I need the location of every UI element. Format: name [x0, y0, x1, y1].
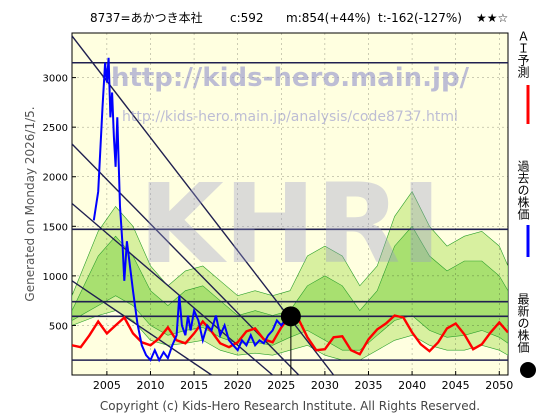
watermark-url: http://kids-hero.main.jp/ [111, 63, 470, 93]
header-code-name: 8737=あかつき本社 [90, 10, 203, 25]
header-mid-price: m:854(+44%) [286, 11, 371, 25]
footer-copyright: Copyright (c) Kids-Hero Research Institu… [100, 399, 480, 413]
x-tick-label: 2035 [354, 379, 382, 392]
x-tick-label: 2025 [267, 379, 295, 392]
y-tick-label: 3000 [43, 74, 68, 85]
legend-forecast-label: ＡＩ予測 [516, 30, 530, 79]
x-tick-label: 2045 [442, 379, 470, 392]
x-tick-label: 2015 [180, 379, 208, 392]
y-tick-label: 500 [49, 321, 68, 332]
x-tick-label: 2040 [398, 379, 426, 392]
header-rating-stars: ★★☆ [476, 11, 508, 25]
x-tick-label: 2010 [136, 379, 164, 392]
x-tick-label: 2005 [93, 379, 121, 392]
y-tick-label: 2500 [43, 123, 68, 134]
legend-latest-label: 最新の株価 [516, 293, 530, 353]
watermark-logo: KHRI [139, 160, 442, 288]
x-tick-label: 2020 [224, 379, 252, 392]
watermark-url-analysis: http://kids-hero.main.jp/analysis/code87… [122, 109, 458, 125]
generated-date-label: Generated on Monday 2026/1/5. [23, 106, 37, 301]
y-tick-label: 2000 [43, 173, 68, 184]
header-target-price: t:-162(-127%) [378, 11, 462, 25]
y-tick-label: 1500 [43, 222, 68, 233]
legend-history-label: 過去の株価 [516, 160, 530, 220]
x-tick-label: 2050 [485, 379, 513, 392]
trend-line [72, 280, 212, 375]
history-line [92, 57, 291, 363]
latest-price-marker [280, 306, 301, 327]
header-current-price: c:592 [230, 11, 264, 25]
x-tick-label: 2030 [311, 379, 339, 392]
legend-latest-swatch [520, 362, 536, 378]
y-tick-label: 1000 [43, 272, 68, 283]
legend: ＡＩ予測 過去の株価 最新の株価 [516, 30, 536, 378]
